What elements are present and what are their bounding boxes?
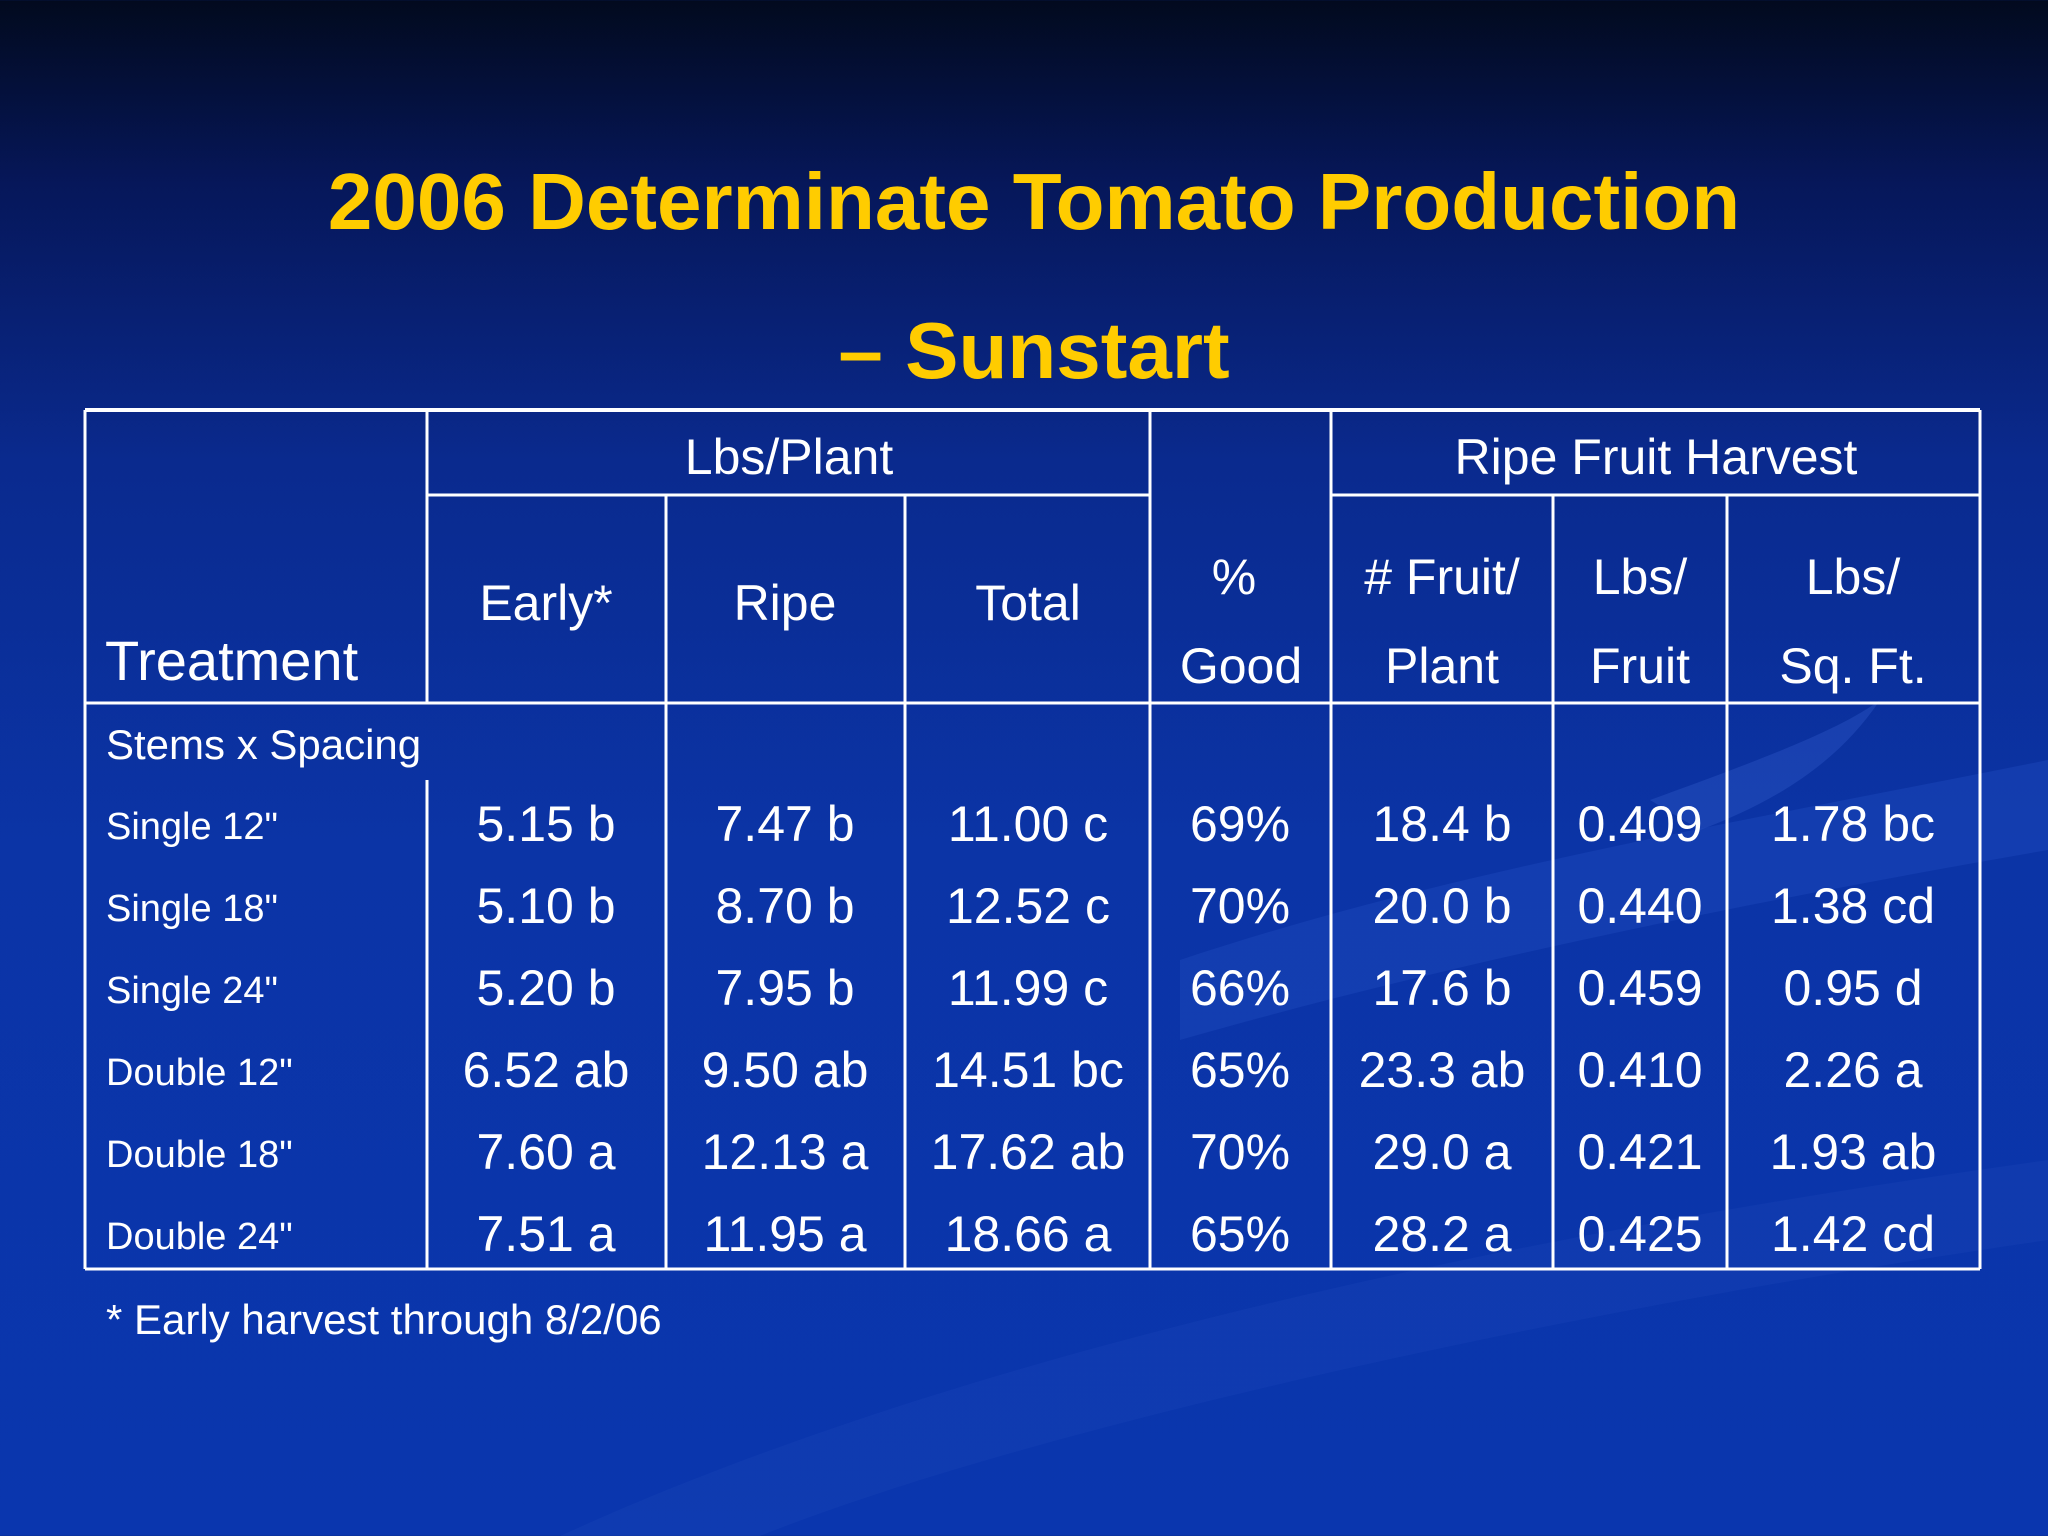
table-cell: 0.440 — [1577, 878, 1703, 934]
table-cell: 0.459 — [1577, 960, 1703, 1016]
column-header-lbs-sqft-line1: Lbs/ — [1805, 549, 1901, 605]
table-cell: 7.95 b — [715, 960, 855, 1016]
table-cell: 20.0 b — [1372, 878, 1512, 934]
table-cell: 28.2 a — [1372, 1206, 1512, 1262]
table-cell: 1.78 bc — [1770, 796, 1936, 852]
table-cell: 0.425 — [1577, 1206, 1703, 1262]
table-cell: 2.26 a — [1783, 1042, 1923, 1098]
column-header-good-line2: Good — [1179, 638, 1303, 694]
table-cell: 6.52 ab — [462, 1042, 630, 1098]
table-cell: 69% — [1189, 796, 1291, 852]
table-cell: 65% — [1189, 1042, 1291, 1098]
table-cell: 7.47 b — [715, 796, 855, 852]
table-cell: 5.15 b — [476, 796, 616, 852]
column-header-fruit-line1: # Fruit/ — [1364, 549, 1520, 605]
table-cell: 1.42 cd — [1770, 1206, 1936, 1262]
table-cell: 18.66 a — [944, 1206, 1112, 1262]
table-cell: 14.51 bc — [932, 1042, 1124, 1098]
column-header-lbs-fruit-line2: Fruit — [1590, 638, 1690, 694]
column-header-total: Total — [975, 575, 1081, 631]
table-cell: 12.13 a — [701, 1124, 869, 1180]
column-header-lbs-sqft-line2: Sq. Ft. — [1779, 638, 1927, 694]
table-cell: 29.0 a — [1372, 1124, 1512, 1180]
column-header-good-line1: % — [1211, 549, 1257, 605]
footnote: * Early harvest through 8/2/06 — [106, 1296, 662, 1343]
table-cell: 7.60 a — [476, 1124, 616, 1180]
table-cell: 9.50 ab — [701, 1042, 869, 1098]
slide-title-line1: 2006 Determinate Tomato Production — [327, 157, 1741, 246]
row-label: Double 12" — [106, 1052, 293, 1094]
column-header-early: Early* — [479, 575, 613, 631]
section-label-stems-spacing: Stems x Spacing — [106, 721, 422, 768]
group-header-ripe-fruit-harvest: Ripe Fruit Harvest — [1454, 429, 1858, 485]
table-cell: 18.4 b — [1372, 796, 1512, 852]
column-header-ripe: Ripe — [733, 575, 837, 631]
table-cell: 1.38 cd — [1770, 878, 1936, 934]
table-cell: 70% — [1189, 1124, 1291, 1180]
table-cell: 8.70 b — [715, 878, 855, 934]
table-cell: 0.421 — [1577, 1124, 1703, 1180]
table-cell: 17.62 ab — [930, 1124, 1126, 1180]
table-cell: 17.6 b — [1372, 960, 1512, 1016]
column-header-fruit-line2: Plant — [1385, 638, 1499, 694]
row-label: Single 18" — [106, 888, 278, 930]
table-cell: 0.410 — [1577, 1042, 1703, 1098]
table-cell: 66% — [1189, 960, 1291, 1016]
table-cell: 11.00 c — [947, 796, 1109, 852]
table-cell: 11.95 a — [703, 1206, 867, 1262]
table-cell: 5.20 b — [476, 960, 616, 1016]
table-cell: 12.52 c — [945, 878, 1111, 934]
table-cell: 70% — [1189, 878, 1291, 934]
table-cell: 0.409 — [1577, 796, 1703, 852]
table-cell: 0.95 d — [1783, 960, 1923, 1016]
row-label: Double 18" — [106, 1134, 293, 1176]
table-cell: 1.93 ab — [1769, 1124, 1937, 1180]
table-cell: 65% — [1189, 1206, 1291, 1262]
row-label: Double 24" — [106, 1216, 293, 1258]
table-cell: 11.99 c — [947, 960, 1109, 1016]
column-header-treatment: Treatment — [105, 629, 359, 692]
row-label: Single 12" — [106, 806, 278, 848]
group-header-lbs-plant: Lbs/Plant — [684, 429, 894, 485]
table-cell: 7.51 a — [476, 1206, 616, 1262]
table-cell: 5.10 b — [476, 878, 616, 934]
slide-title-line2: – Sunstart — [838, 306, 1230, 395]
column-header-lbs-fruit-line1: Lbs/ — [1592, 549, 1688, 605]
table-cell: 23.3 ab — [1358, 1042, 1526, 1098]
row-label: Single 24" — [106, 970, 278, 1012]
